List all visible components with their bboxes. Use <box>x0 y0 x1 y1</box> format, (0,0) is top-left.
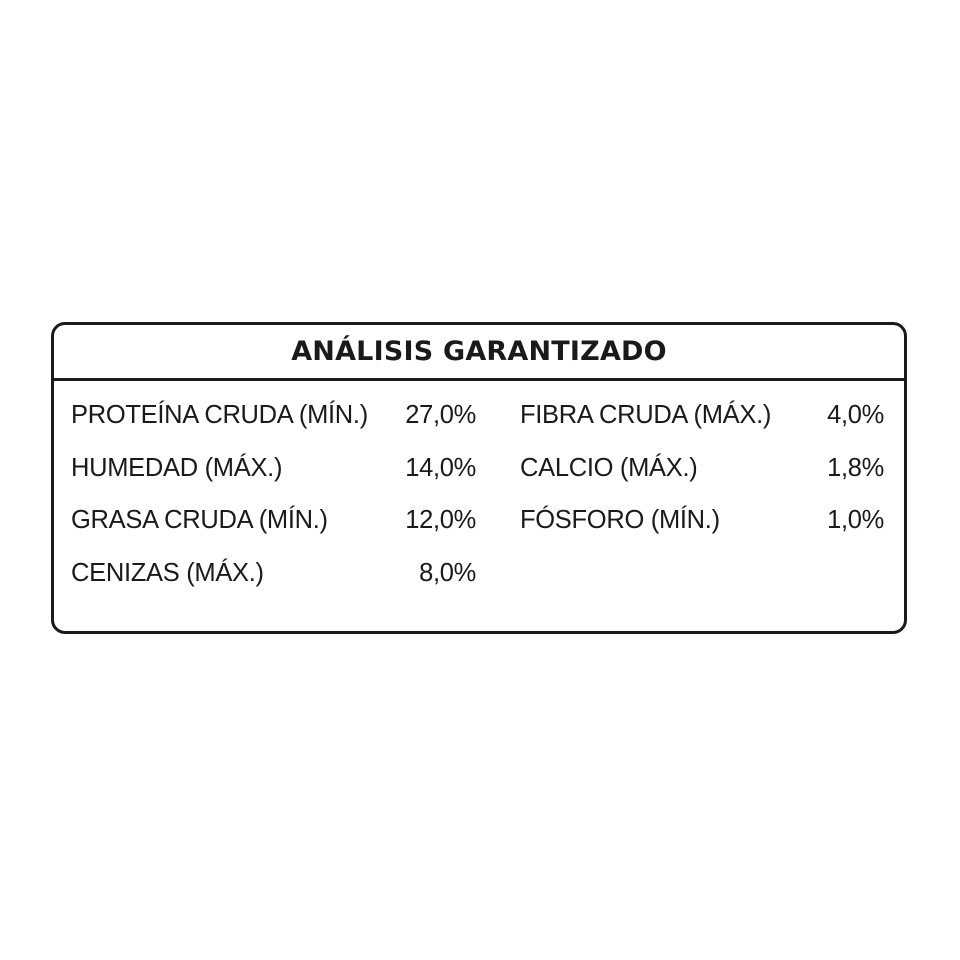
row-value: 1,0% <box>827 506 884 534</box>
guaranteed-analysis-panel: ANÁLISIS GARANTIZADO PROTEÍNA CRUDA (MÍN… <box>51 322 907 634</box>
row-value: 1,8% <box>827 453 884 482</box>
row-value: 4,0% <box>827 401 884 429</box>
analysis-row: CENIZAS (MÁX.) 8,0% <box>71 558 476 614</box>
analysis-row: FÓSFORO (MÍN.) 1,0% <box>520 506 884 561</box>
row-label: FÓSFORO (MÍN.) <box>520 506 720 534</box>
panel-header: ANÁLISIS GARANTIZADO <box>54 325 904 381</box>
row-value: 8,0% <box>419 558 476 587</box>
row-value: 14,0% <box>405 453 476 482</box>
right-column: FIBRA CRUDA (MÁX.) 4,0% CALCIO (MÁX.) 1,… <box>520 401 884 561</box>
row-label: HUMEDAD (MÁX.) <box>71 453 283 482</box>
row-value: 27,0% <box>405 401 476 429</box>
row-label: CENIZAS (MÁX.) <box>71 558 264 587</box>
analysis-row: GRASA CRUDA (MÍN.) 12,0% <box>71 506 476 561</box>
row-label: PROTEÍNA CRUDA (MÍN.) <box>71 401 368 429</box>
analysis-row: PROTEÍNA CRUDA (MÍN.) 27,0% <box>71 401 476 456</box>
row-value: 12,0% <box>405 506 476 534</box>
analysis-row: CALCIO (MÁX.) 1,8% <box>520 453 884 509</box>
panel-title: ANÁLISIS GARANTIZADO <box>291 336 667 367</box>
row-label: CALCIO (MÁX.) <box>520 453 698 482</box>
left-column: PROTEÍNA CRUDA (MÍN.) 27,0% HUMEDAD (MÁX… <box>71 401 476 614</box>
row-label: FIBRA CRUDA (MÁX.) <box>520 401 772 429</box>
analysis-row: FIBRA CRUDA (MÁX.) 4,0% <box>520 401 884 456</box>
analysis-row: HUMEDAD (MÁX.) 14,0% <box>71 453 476 509</box>
row-label: GRASA CRUDA (MÍN.) <box>71 506 328 534</box>
